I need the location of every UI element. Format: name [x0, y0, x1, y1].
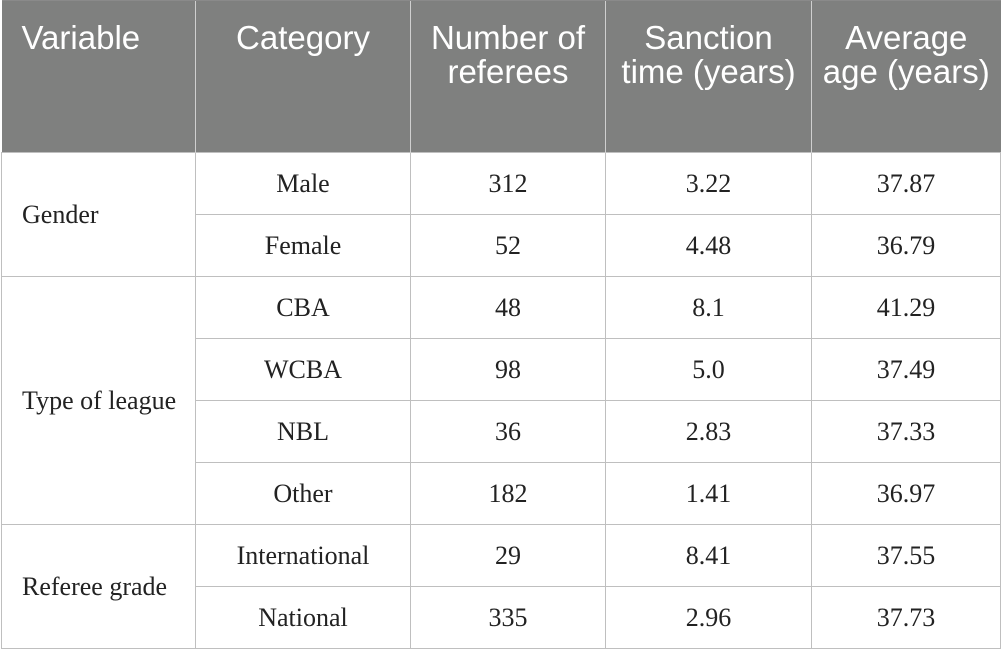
category-cell: Female	[195, 214, 411, 277]
variable-gender: Gender	[1, 152, 196, 277]
age-cell: 37.49	[811, 338, 1001, 401]
age-cell: 37.73	[811, 586, 1001, 649]
number-cell: 335	[410, 586, 606, 649]
number-cell: 312	[410, 152, 606, 215]
header-category: Category	[195, 0, 411, 153]
header-average-age: Average age (years)	[811, 0, 1001, 153]
table-row: Other 182 1.41 36.97	[2, 462, 1001, 525]
referee-statistics-table: Variable Category Number of referees San…	[1, 0, 1001, 649]
variable-referee-grade: Referee grade	[1, 524, 196, 649]
age-cell: 41.29	[811, 276, 1001, 339]
category-cell: Other	[195, 462, 411, 525]
header-sanction-time: Sanction time (years)	[605, 0, 812, 153]
header-row: Variable Category Number of referees San…	[1, 0, 1001, 153]
sanction-cell: 4.48	[605, 214, 812, 277]
category-cell: CBA	[195, 276, 411, 339]
variable-type-of-league: Type of league	[1, 276, 196, 525]
sanction-cell: 3.22	[605, 152, 812, 215]
category-cell: Male	[195, 152, 411, 215]
number-cell: 52	[410, 214, 606, 277]
table-row: NBL 36 2.83 37.33	[2, 400, 1001, 463]
category-cell: National	[195, 586, 411, 649]
age-cell: 37.55	[811, 524, 1001, 587]
sanction-cell: 1.41	[605, 462, 812, 525]
number-cell: 98	[410, 338, 606, 401]
sanction-cell: 2.96	[605, 586, 812, 649]
category-cell: WCBA	[195, 338, 411, 401]
table-row: Type of league CBA 48 8.1 41.29	[1, 276, 1001, 525]
number-cell: 48	[410, 276, 606, 339]
sanction-cell: 8.41	[605, 524, 812, 587]
table-row: Referee grade International 29 8.41 37.5…	[1, 524, 1001, 649]
category-cell: NBL	[195, 400, 411, 463]
sanction-cell: 8.1	[605, 276, 812, 339]
header-number-of-referees: Number of referees	[410, 0, 606, 153]
sanction-cell: 5.0	[605, 338, 812, 401]
number-cell: 182	[410, 462, 606, 525]
number-cell: 29	[410, 524, 606, 587]
age-cell: 37.87	[811, 152, 1001, 215]
sanction-cell: 2.83	[605, 400, 812, 463]
table-row: National 335 2.96 37.73	[2, 586, 1001, 649]
age-cell: 36.79	[811, 214, 1001, 277]
header-variable: Variable	[1, 0, 196, 153]
table-row: Gender Male 312 3.22 37.87	[1, 152, 1001, 277]
age-cell: 37.33	[811, 400, 1001, 463]
age-cell: 36.97	[811, 462, 1001, 525]
category-cell: International	[195, 524, 411, 587]
number-cell: 36	[410, 400, 606, 463]
